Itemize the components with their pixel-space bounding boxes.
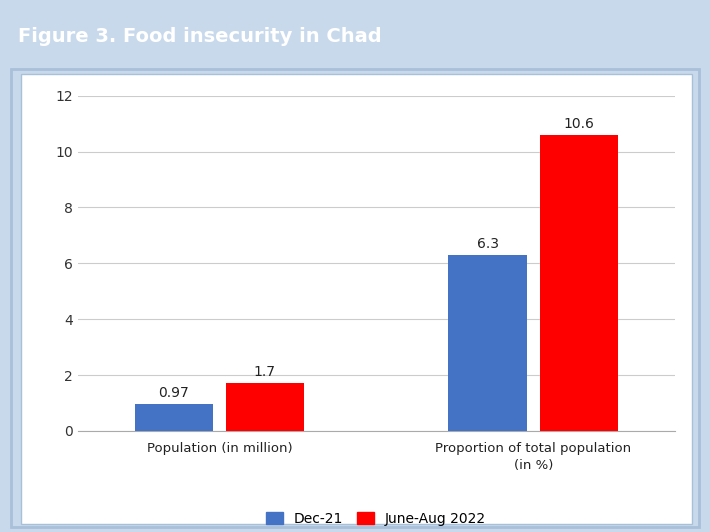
Text: 10.6: 10.6 (563, 117, 594, 131)
Text: 1.7: 1.7 (254, 365, 276, 379)
Legend: Dec-21, June-Aug 2022: Dec-21, June-Aug 2022 (261, 506, 492, 531)
Text: 6.3: 6.3 (476, 237, 498, 251)
Bar (226, 384, 304, 431)
Bar (540, 135, 618, 431)
Bar (135, 404, 213, 431)
Text: 0.97: 0.97 (158, 386, 189, 400)
Text: Figure 3. Food insecurity in Chad: Figure 3. Food insecurity in Chad (18, 27, 381, 46)
Bar (449, 255, 527, 431)
